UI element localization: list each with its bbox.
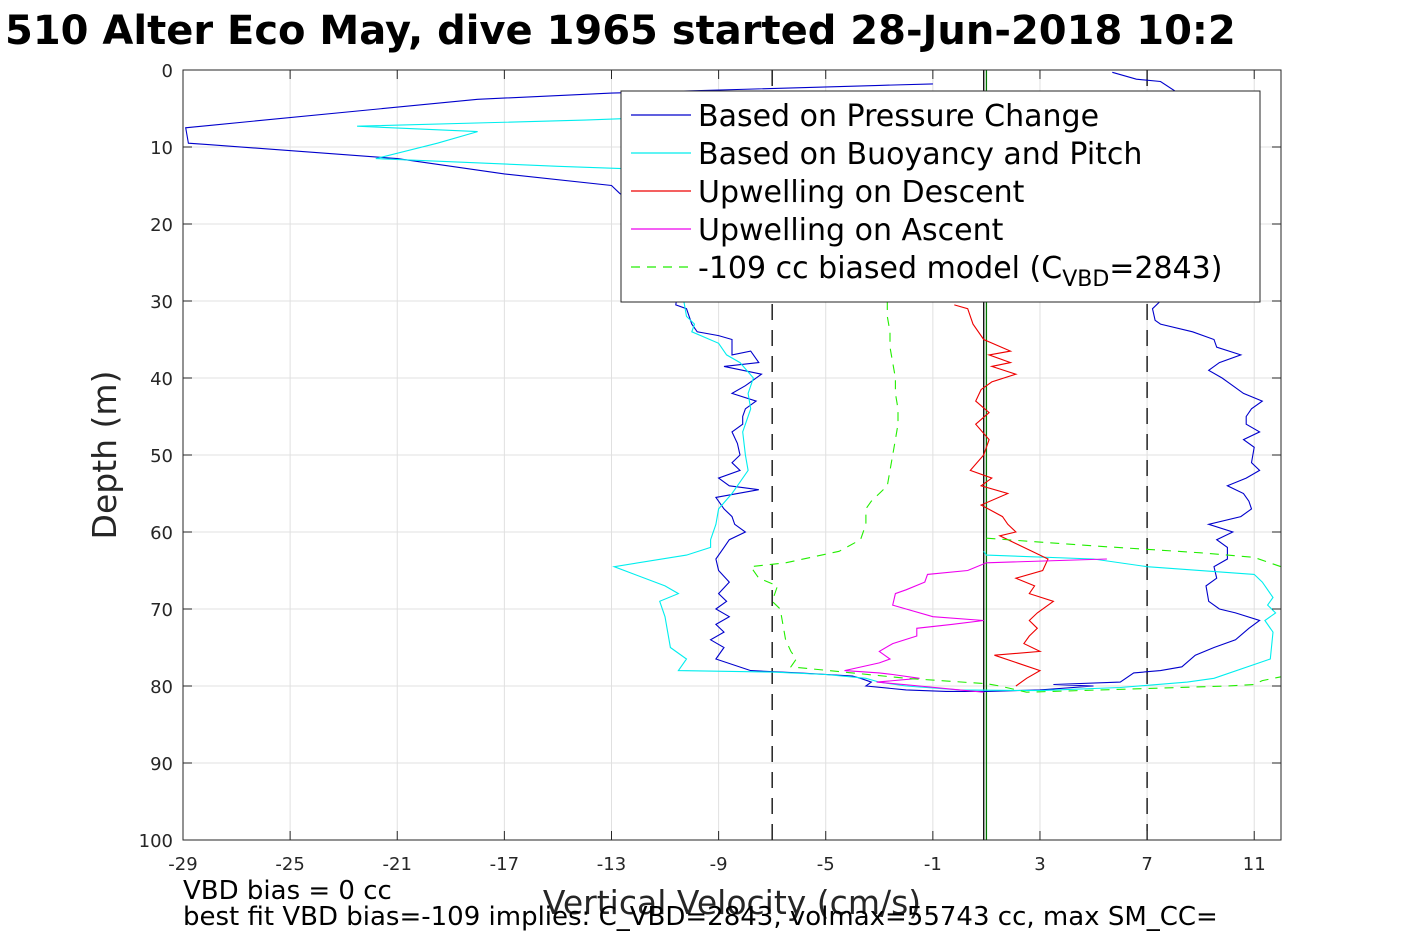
- y-tick-label: 40: [150, 369, 173, 390]
- legend-label: Based on Buoyancy and Pitch: [698, 137, 1142, 172]
- x-axis-label: Vertical Velocity (cm/s): [543, 883, 921, 922]
- x-tick-label: -5: [817, 854, 835, 875]
- chart-title: 510 Alter Eco May, dive 1965 started 28-…: [5, 8, 1236, 54]
- y-tick-label: 90: [150, 754, 173, 775]
- y-tick-label: 100: [139, 831, 173, 852]
- series-line: [749, 301, 1282, 693]
- x-tick-label: -29: [168, 854, 197, 875]
- y-tick-label: 80: [150, 677, 173, 698]
- series-line: [954, 304, 1055, 687]
- series-line: [844, 558, 1107, 693]
- x-tick-label: 11: [1243, 854, 1266, 875]
- legend-label: Upwelling on Descent: [698, 175, 1025, 210]
- annotation-vbd-bias: VBD bias = 0 cc: [183, 876, 392, 906]
- x-tick-label: -1: [924, 854, 942, 875]
- legend-label: Upwelling on Ascent: [698, 213, 1004, 248]
- legend-label: Based on Pressure Change: [698, 99, 1099, 134]
- y-tick-label: 30: [150, 292, 173, 313]
- x-tick-label: -25: [275, 854, 304, 875]
- y-tick-label: 20: [150, 215, 173, 236]
- y-tick-label: 10: [150, 138, 173, 159]
- x-tick-label: -13: [597, 854, 626, 875]
- y-tick-label: 50: [150, 446, 173, 467]
- legend-box: [620, 90, 1261, 303]
- x-tick-label: -9: [710, 854, 728, 875]
- legend-label: -109 cc biased model (CVBD=2843): [698, 251, 1222, 292]
- y-tick-label: 0: [162, 61, 173, 82]
- axes: -29 -25 -21 -17 -13 -9 -5 -1 3 7 11010203040506070…: [139, 61, 1282, 875]
- series-line: [185, 71, 1264, 692]
- annotation-best-fit: best fit VBD bias=-109 implies: C_VBD=28…: [183, 902, 1218, 932]
- y-axis-label: Depth (m): [85, 371, 124, 540]
- series-line: [986, 537, 1282, 568]
- x-tick-label: 7: [1141, 854, 1152, 875]
- y-tick-label: 70: [150, 600, 173, 621]
- x-tick-label: -17: [490, 854, 519, 875]
- x-tick-label: -21: [383, 854, 412, 875]
- x-tick-label: 3: [1034, 854, 1045, 875]
- y-tick-label: 60: [150, 523, 173, 544]
